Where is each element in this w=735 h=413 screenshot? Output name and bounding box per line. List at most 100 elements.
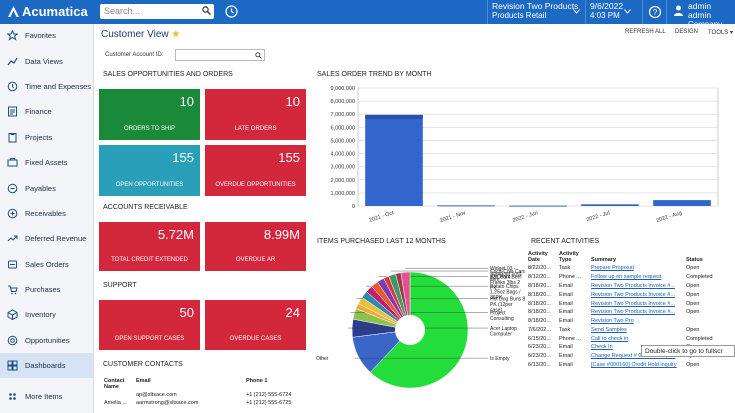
table-row[interactable]: 8/18/20... Email Revision Two Products Inv…	[527, 299, 733, 308]
table-row[interactable]: 6/13/20... Email [Case #000160] Credit Hol…	[527, 361, 733, 370]
business-time: 4:03 PM	[590, 11, 620, 20]
contact-phone: +1 (212) 555-6725	[246, 400, 292, 406]
activities-table: Activity Date Activity Type Summary Status …	[527, 250, 733, 369]
sidebar-item-fixed-assets[interactable]: Fixed Assets	[0, 150, 93, 175]
sidebar-item-projects[interactable]: Projects	[0, 125, 93, 150]
contact-email: aarmstrong@sltsace.com	[136, 400, 199, 406]
fixed-assets-icon	[7, 158, 18, 167]
history-icon[interactable]	[224, 4, 239, 19]
sidebar-item-more-items[interactable]: More Items	[0, 384, 93, 409]
sidebar-item-receivables[interactable]: Receivables	[0, 201, 93, 226]
overdue-ar-tile[interactable]: 8.99M OVERDUE AR	[205, 222, 306, 271]
main-content: Customer View ★ REFRESH ALL DESIGN TOOLS…	[95, 24, 735, 413]
page-title-text: Customer View	[101, 29, 169, 40]
sales-trend-chart: 0 1,000,000 2,000,000 3,000,000 4,000,000 5,0…	[331, 86, 719, 224]
branch-name: Products Retail	[492, 11, 547, 20]
y-tick-label: 8,000,000	[331, 99, 355, 105]
app-logo[interactable]: Acumatica	[8, 4, 88, 19]
activity-summary[interactable]: [Case #000160] Credit Hold inquiry	[591, 361, 677, 368]
sidebar-item-purchases[interactable]: Purchases	[0, 277, 93, 302]
purchases-icon	[8, 285, 18, 295]
activity-summary[interactable]: Check In	[591, 344, 613, 351]
overdue-opportunities-tile[interactable]: 155 OVERDUE OPPORTUNITIES	[205, 145, 306, 196]
sidebar-item-label: Finance	[25, 107, 52, 117]
table-row[interactable]: 7/6/202... Task Send Samples Open	[527, 325, 733, 334]
late-orders-tile[interactable]: 10 LATE ORDERS	[205, 89, 306, 140]
activity-summary[interactable]: Prepare Proposal	[591, 265, 634, 272]
search-placeholder: Search...	[104, 6, 141, 16]
sidebar-item-time-and-expenses[interactable]: Time and Expenses	[0, 74, 93, 99]
table-row[interactable]: 8/18/20... Email Revision Two Pro	[527, 317, 733, 326]
y-tick-label: 0	[352, 204, 355, 210]
activity-status: Open	[686, 309, 700, 316]
overdue-cases-tile[interactable]: 24 OVERDUE CASES	[205, 300, 306, 350]
user-icon	[674, 5, 683, 16]
sidebar-item-inventory[interactable]: Inventory	[0, 302, 93, 327]
tile-value: 5.72M	[157, 227, 194, 242]
design-button[interactable]: DESIGN	[675, 29, 699, 35]
bar	[365, 114, 423, 206]
pie-label: Is Empty	[490, 356, 510, 362]
tools-menu[interactable]: TOOLS ▾	[708, 29, 733, 36]
activity-status: Completed	[686, 335, 713, 342]
search-input[interactable]: Search...	[100, 4, 214, 19]
date-selector[interactable]: 9/6/2022 4:03 PM	[590, 1, 631, 20]
sidebar-item-deferred-revenue[interactable]: Deferred Revenue	[0, 226, 93, 251]
activity-summary[interactable]: Revision Two Products Invoice #...	[591, 300, 675, 307]
sidebar-item-favorites[interactable]: Favorites	[0, 23, 93, 48]
help-icon[interactable]: ?	[648, 5, 662, 19]
table-row[interactable]: 8/12/20... Phone ... Follow up on sample r…	[527, 273, 733, 282]
activity-summary[interactable]: Follow up on sample request	[591, 274, 662, 281]
tenant-selector[interactable]: Revision Two Products Products Retail	[492, 2, 580, 22]
table-row[interactable]: 8/18/20... Email Revision Two Products Inv…	[527, 282, 733, 291]
bar	[437, 205, 495, 207]
customer-account-input[interactable]	[175, 49, 265, 61]
table-row[interactable]: 8/18/20... Email Revision Two Products Inv…	[527, 290, 733, 299]
sidebar-item-dashboards[interactable]: Dashboards	[0, 353, 93, 379]
table-row[interactable]: Amelia ... aarmstrong@sltsace.com +1 (212)…	[102, 400, 293, 406]
finance-icon	[8, 106, 17, 117]
tile-label: OVERDUE OPPORTUNITIES	[215, 182, 296, 188]
activity-type: Phone ...	[559, 274, 582, 281]
sidebar-item-sales-orders[interactable]: Sales Orders	[0, 252, 93, 277]
table-row[interactable]: 8/22/20... Task Prepare Proposal Open	[527, 264, 733, 273]
sidebar-item-finance[interactable]: Finance	[0, 99, 93, 124]
orders-to-ship-tile[interactable]: 10 ORDERS TO SHIP	[99, 89, 200, 140]
contact-email: ap@sltsace.com	[136, 392, 177, 398]
favorite-star-icon[interactable]: ★	[171, 29, 181, 40]
bar	[581, 204, 639, 206]
search-icon[interactable]	[255, 52, 262, 59]
table-row[interactable]: 8/18/20... Email Revision Two Products Inv…	[527, 308, 733, 317]
tile-value: 8.99M	[263, 227, 300, 242]
refresh-all-button[interactable]: REFRESH ALL	[625, 29, 666, 35]
activity-date: 6/13/20...	[528, 361, 551, 368]
sidebar-item-opportunities[interactable]: Opportunities	[0, 328, 93, 353]
activity-summary[interactable]: Send Samples	[591, 326, 627, 333]
contact-phone: +1 (212) 555-6724	[246, 392, 292, 398]
activity-summary[interactable]: Call to check in	[591, 335, 629, 342]
activity-summary[interactable]: Revision Two Products Invoice #...	[591, 282, 675, 289]
x-tick-label: 2022 - Aug	[655, 210, 682, 224]
activity-date: 6/23/20...	[528, 344, 551, 351]
total-credit-tile[interactable]: 5.72M TOTAL CREDIT EXTENDED	[99, 222, 200, 271]
activity-summary[interactable]: Revision Two Pro	[591, 318, 634, 325]
open-opportunities-tile[interactable]: 155 OPEN OPPORTUNITIES	[99, 145, 200, 196]
sidebar-item-payables[interactable]: Payables	[0, 175, 93, 200]
user-menu[interactable]: admin admin Company	[672, 2, 735, 29]
sidebar-item-data-views[interactable]: Data Views	[0, 48, 93, 73]
contacts-section-header: CUSTOMER CONTACTS	[103, 361, 183, 368]
business-date: 9/6/2022	[590, 1, 624, 11]
search-icon[interactable]	[202, 6, 211, 15]
table-row[interactable]: ap@sltsace.com +1 (212) 555-6724	[102, 392, 293, 398]
table-row[interactable]: 6/15/20... Phone ... Call to check in Compl…	[527, 334, 733, 343]
open-support-cases-tile[interactable]: 50 OPEN SUPPORT CASES	[99, 300, 200, 350]
column-header: Status	[686, 257, 703, 263]
activity-summary[interactable]: Revision Two Products Invoice #...	[591, 291, 675, 298]
star-icon	[7, 30, 18, 41]
acumatica-logo-icon	[8, 6, 19, 17]
pie-label: Acer Laptop Computer	[490, 326, 517, 338]
activity-summary[interactable]: Change Request # 000001 for pr...	[591, 353, 676, 360]
activity-status: Open	[686, 291, 700, 298]
sidebar-item-label: Opportunities	[25, 335, 70, 345]
activity-summary[interactable]: Revision Two Products Invoice #...	[591, 309, 675, 316]
